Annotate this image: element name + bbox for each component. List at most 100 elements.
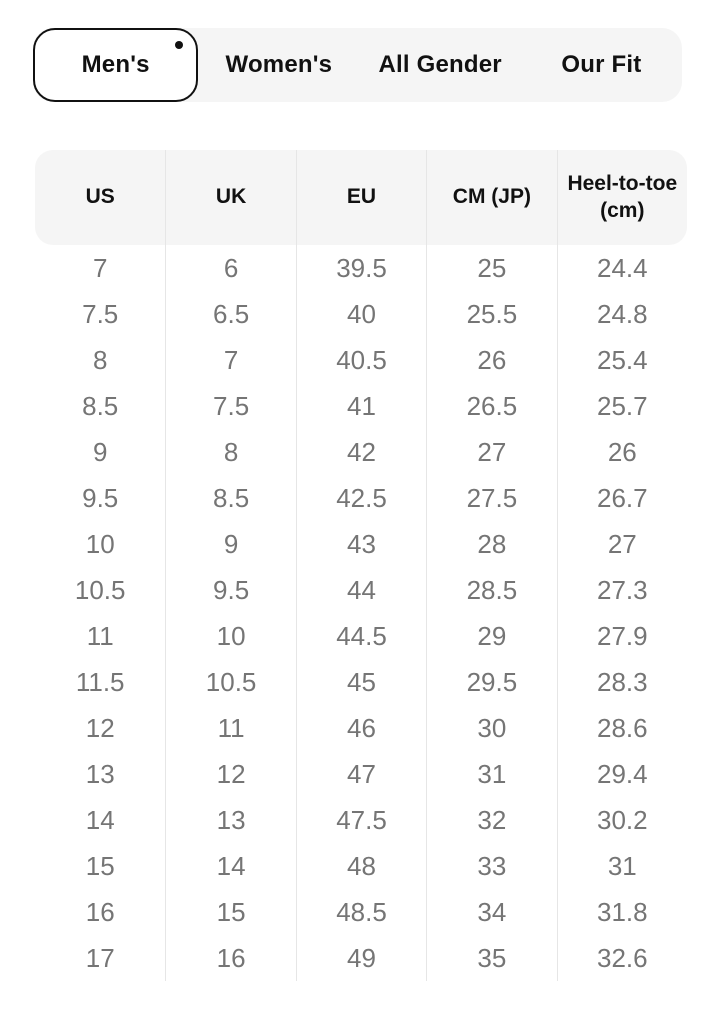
table-cell: 9.5 [165, 567, 295, 613]
table-row: 7 6 39.5 25 24.4 [35, 245, 687, 291]
table-cell: 11 [165, 705, 295, 751]
table-header: US UK EU CM (JP) Heel-to-toe (cm) [35, 150, 687, 245]
table-cell: 10.5 [165, 659, 295, 705]
table-cell: 28.5 [426, 567, 556, 613]
table-cell: 16 [165, 935, 295, 981]
table-cell: 27.3 [556, 567, 687, 613]
table-cell: 39.5 [295, 245, 426, 291]
table-cell: 7.5 [82, 298, 119, 329]
table-row: 10 9 43 28 27 [35, 521, 687, 567]
table-cell: 13 [165, 797, 295, 843]
table-cell: 6.5 [165, 291, 295, 337]
table-cell: 42 [295, 429, 426, 475]
table-cell: 11.5 [75, 666, 125, 697]
table-cell: 12 [85, 712, 115, 743]
table-cell: 12 [165, 751, 295, 797]
table-cell: 25.7 [556, 383, 687, 429]
table-cell: 10.5 [74, 574, 126, 605]
table-cell: 40 [295, 291, 426, 337]
table-cell: 34 [426, 889, 556, 935]
table-cell: 32.6 [556, 935, 687, 981]
table-row: 11.5 10.5 45 29.5 28.3 [35, 659, 687, 705]
tab-womens-label: Women's [225, 51, 333, 78]
table-cell: 31 [426, 751, 556, 797]
table-row: 11 10 44.5 29 27.9 [35, 613, 687, 659]
table-row: 17 16 49 35 32.6 [35, 935, 687, 981]
table-cell: 28.3 [556, 659, 687, 705]
table-cell: 28 [426, 521, 556, 567]
table-cell: 7 [165, 337, 295, 383]
table-cell: 10 [85, 528, 115, 559]
tab-our-fit[interactable]: Our Fit [521, 28, 682, 102]
table-cell: 25 [426, 245, 556, 291]
table-cell: 11 [86, 620, 114, 651]
table-cell: 47 [295, 751, 426, 797]
table-row: 8 7 40.5 26 25.4 [35, 337, 687, 383]
table-row: 16 15 48.5 34 31.8 [35, 889, 687, 935]
table-body: 7 6 39.5 25 24.4 7.5 6.5 40 25.5 24.8 8 7 40.5 26 25.4… [35, 245, 687, 981]
table-cell: 33 [426, 843, 556, 889]
table-row: 15 14 48 33 31 [35, 843, 687, 889]
table-cell: 48.5 [295, 889, 426, 935]
table-cell: 13 [85, 758, 115, 789]
table-cell: 16 [85, 896, 115, 927]
size-table: US UK EU CM (JP) Heel-to-toe (cm) 7 6 39.5… [35, 150, 687, 981]
tab-all-gender-label: All Gender [378, 51, 502, 78]
table-cell: 25.5 [426, 291, 556, 337]
table-cell: 28.6 [556, 705, 687, 751]
column-header-cm-jp: CM (JP) [426, 150, 556, 245]
tab-mens[interactable]: Men's [33, 28, 199, 102]
table-cell: 26 [426, 337, 556, 383]
table-cell: 44 [295, 567, 426, 613]
table-cell: 27 [426, 429, 556, 475]
table-cell: 46 [295, 705, 426, 751]
table-row: 9.5 8.5 42.5 27.5 26.7 [35, 475, 687, 521]
table-cell: 26.5 [426, 383, 556, 429]
table-cell: 48 [295, 843, 426, 889]
gender-tabs: Men's Women's All Gender Our Fit [33, 28, 682, 102]
table-cell: 24.8 [556, 291, 687, 337]
table-cell: 14 [85, 804, 115, 835]
table-row: 7.5 6.5 40 25.5 24.8 [35, 291, 687, 337]
table-cell: 17 [85, 942, 115, 973]
table-cell: 9 [165, 521, 295, 567]
column-header-us: US [85, 185, 115, 209]
table-cell: 14 [165, 843, 295, 889]
table-cell: 24.4 [556, 245, 687, 291]
table-cell: 43 [295, 521, 426, 567]
table-cell: 9.5 [82, 482, 119, 513]
table-cell: 42.5 [295, 475, 426, 521]
tab-mens-label: Men's [81, 51, 150, 78]
table-cell: 8 [92, 344, 108, 375]
table-cell: 29.4 [556, 751, 687, 797]
table-cell: 29.5 [426, 659, 556, 705]
table-row: 8.5 7.5 41 26.5 25.7 [35, 383, 687, 429]
tab-all-gender[interactable]: All Gender [360, 28, 521, 102]
table-cell: 27.9 [556, 613, 687, 659]
table-row: 10.5 9.5 44 28.5 27.3 [35, 567, 687, 613]
selected-indicator-dot [175, 41, 184, 49]
table-cell: 15 [165, 889, 295, 935]
column-header-uk: UK [165, 150, 295, 245]
table-cell: 26 [556, 429, 687, 475]
table-cell: 41 [295, 383, 426, 429]
table-cell: 25.4 [556, 337, 687, 383]
tab-our-fit-label: Our Fit [561, 51, 642, 78]
table-cell: 32 [426, 797, 556, 843]
table-cell: 15 [85, 850, 115, 881]
table-cell: 35 [426, 935, 556, 981]
table-cell: 30.2 [556, 797, 687, 843]
table-cell: 31.8 [556, 889, 687, 935]
table-cell: 40.5 [295, 337, 426, 383]
table-cell: 31 [556, 843, 687, 889]
table-cell: 7.5 [165, 383, 295, 429]
table-cell: 47.5 [295, 797, 426, 843]
table-cell: 7 [92, 252, 108, 283]
tab-womens[interactable]: Women's [198, 28, 359, 102]
column-header-eu: EU [295, 150, 426, 245]
table-row: 13 12 47 31 29.4 [35, 751, 687, 797]
table-cell: 44.5 [295, 613, 426, 659]
table-row: 14 13 47.5 32 30.2 [35, 797, 687, 843]
table-cell: 49 [295, 935, 426, 981]
